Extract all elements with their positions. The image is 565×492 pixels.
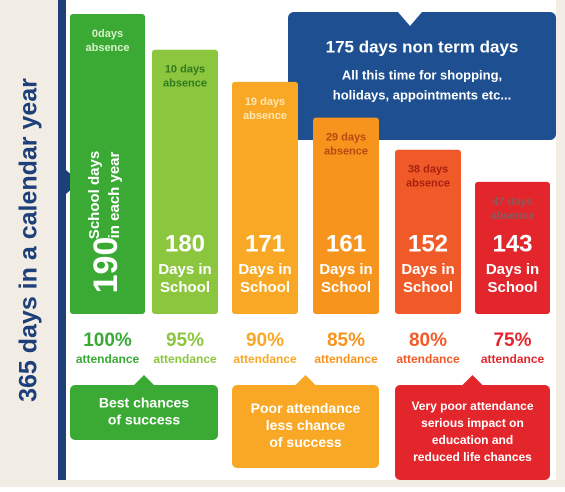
days-caption: School days bbox=[86, 151, 103, 239]
days-caption: Days in bbox=[401, 261, 454, 278]
outcome-notch bbox=[462, 375, 483, 385]
attendance-percent: 80% bbox=[409, 330, 447, 351]
days-number: 190 bbox=[87, 237, 125, 294]
side-label: 365 days in a calendar year bbox=[15, 78, 43, 402]
days-number: 143 bbox=[492, 230, 532, 257]
note-title: 175 days non term days bbox=[326, 37, 519, 56]
outcome-text: serious impact on bbox=[421, 416, 524, 430]
days-caption: in each year bbox=[106, 151, 123, 238]
attendance-percent: 95% bbox=[166, 330, 204, 351]
note-notch bbox=[398, 12, 422, 26]
absence-label: absence bbox=[85, 42, 129, 54]
outcome-text: Very poor attendance bbox=[411, 399, 533, 413]
days-caption: Days in bbox=[158, 261, 211, 278]
attendance-label: attendance bbox=[481, 352, 545, 366]
days-number: 152 bbox=[408, 230, 448, 257]
days-caption: School bbox=[321, 279, 371, 296]
outcome-box bbox=[395, 385, 550, 480]
outcome-text: of success bbox=[108, 412, 181, 428]
attendance-percent: 75% bbox=[493, 330, 531, 351]
days-caption: School bbox=[403, 279, 453, 296]
attendance-percent: 90% bbox=[246, 330, 284, 351]
absence-label: absence bbox=[490, 210, 534, 222]
note-box bbox=[288, 12, 556, 140]
attendance-percent: 85% bbox=[327, 330, 365, 351]
year-bar bbox=[58, 0, 66, 480]
outcome-text: Best chances bbox=[99, 395, 189, 411]
absence-label: absence bbox=[324, 145, 368, 157]
absence-label: 19 days bbox=[245, 96, 285, 108]
absence-label: absence bbox=[243, 110, 287, 122]
outcome-text: education and bbox=[432, 433, 513, 447]
days-caption: School bbox=[487, 279, 537, 296]
bar bbox=[70, 14, 145, 314]
outcome-text: of success bbox=[269, 434, 342, 450]
days-number: 180 bbox=[165, 230, 205, 257]
days-caption: Days in bbox=[238, 261, 291, 278]
outcome-text: Poor attendance bbox=[251, 400, 361, 416]
attendance-label: attendance bbox=[76, 352, 140, 366]
attendance-label: attendance bbox=[396, 352, 460, 366]
absence-label: 10 days bbox=[165, 64, 205, 76]
absence-label: absence bbox=[163, 78, 207, 90]
outcome-notch bbox=[134, 375, 154, 385]
absence-label: 47 days bbox=[492, 196, 532, 208]
note-text: All this time for shopping, bbox=[342, 67, 502, 82]
attendance-label: attendance bbox=[233, 352, 297, 366]
days-caption: School bbox=[160, 279, 210, 296]
outcome-notch bbox=[295, 375, 316, 385]
attendance-label: attendance bbox=[153, 352, 217, 366]
days-number: 171 bbox=[245, 230, 285, 257]
days-number: 161 bbox=[326, 230, 366, 257]
attendance-label: attendance bbox=[314, 352, 378, 366]
attendance-percent: 100% bbox=[83, 330, 132, 351]
outcome-box bbox=[70, 385, 218, 440]
days-caption: Days in bbox=[319, 261, 372, 278]
absence-label: 38 days bbox=[408, 164, 448, 176]
outcome-box bbox=[232, 385, 379, 468]
note-text: holidays, appointments etc... bbox=[333, 87, 511, 102]
bar bbox=[395, 149, 461, 314]
absence-label: absence bbox=[406, 178, 450, 190]
bar bbox=[475, 181, 550, 314]
outcome-text: reduced life chances bbox=[413, 450, 532, 464]
absence-label: 0days bbox=[92, 28, 123, 40]
days-caption: Days in bbox=[486, 261, 539, 278]
days-caption: School bbox=[240, 279, 290, 296]
absence-label: 29 days bbox=[326, 131, 366, 143]
bar bbox=[313, 117, 379, 314]
outcome-text: less chance bbox=[266, 417, 346, 433]
bar bbox=[232, 81, 298, 314]
bar bbox=[152, 49, 218, 314]
